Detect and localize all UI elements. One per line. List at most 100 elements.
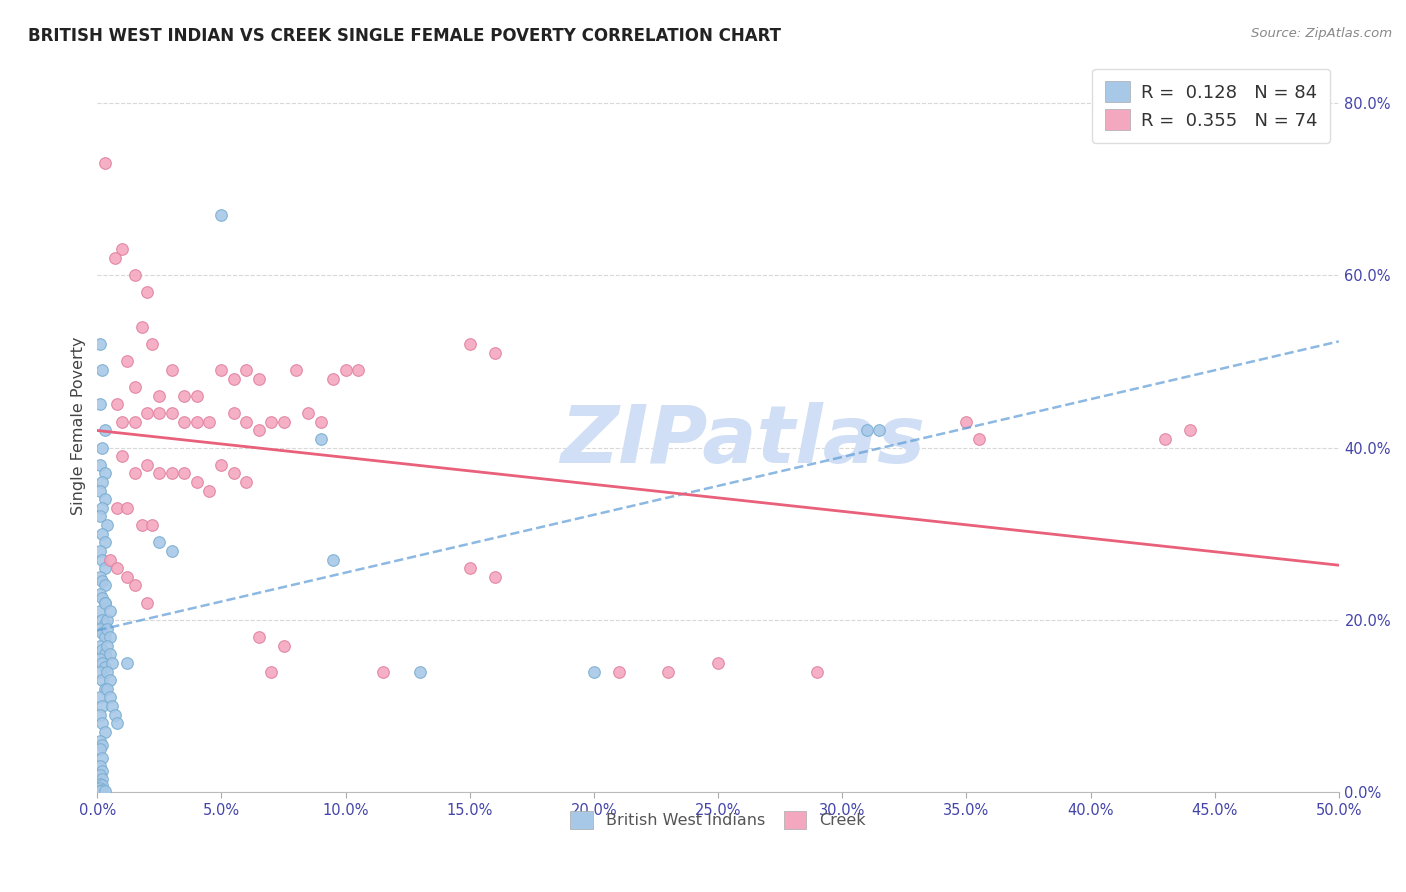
Point [148, 406, 170, 420]
Point [211, 458, 233, 472]
Point [91, 441, 114, 455]
Point [222, 371, 245, 385]
Point [124, 380, 146, 394]
Point [148, 389, 170, 403]
Point [124, 578, 146, 592]
Point [136, 406, 159, 420]
Point [582, 665, 605, 679]
Point [347, 363, 370, 377]
Point [160, 406, 183, 420]
Point [94, 423, 117, 437]
Y-axis label: Single Female Poverty: Single Female Poverty [72, 336, 86, 516]
Point [105, 500, 128, 515]
Point [91, 673, 114, 688]
Point [98, 648, 121, 662]
Point [222, 406, 245, 420]
Point [94, 596, 117, 610]
Point [148, 467, 170, 481]
Point [115, 570, 138, 584]
Point [160, 544, 183, 558]
Point [111, 449, 134, 463]
Point [94, 725, 117, 739]
Point [89, 622, 111, 636]
Point [335, 363, 357, 377]
Point [309, 415, 332, 429]
Point [89, 768, 111, 782]
Point [89, 509, 111, 524]
Point [91, 574, 114, 588]
Text: ZIPatlas: ZIPatlas [561, 401, 925, 480]
Point [186, 389, 208, 403]
Point [91, 751, 114, 765]
Point [98, 630, 121, 644]
Point [322, 371, 344, 385]
Point [96, 639, 118, 653]
Text: BRITISH WEST INDIAN VS CREEK SINGLE FEMALE POVERTY CORRELATION CHART: BRITISH WEST INDIAN VS CREEK SINGLE FEMA… [28, 27, 782, 45]
Point [89, 784, 111, 798]
Point [657, 665, 679, 679]
Point [173, 389, 195, 403]
Point [98, 673, 121, 688]
Point [91, 656, 114, 670]
Point [458, 337, 481, 351]
Point [186, 475, 208, 489]
Point [105, 716, 128, 731]
Point [91, 738, 114, 752]
Point [409, 665, 432, 679]
Point [94, 561, 117, 575]
Point [124, 415, 146, 429]
Point [124, 268, 146, 282]
Point [89, 690, 111, 705]
Point [89, 651, 111, 665]
Point [115, 656, 138, 670]
Legend: British West Indians, Creek: British West Indians, Creek [564, 805, 872, 836]
Point [94, 660, 117, 674]
Point [141, 337, 163, 351]
Point [131, 518, 153, 533]
Point [247, 630, 270, 644]
Point [131, 319, 153, 334]
Point [89, 742, 111, 756]
Point [148, 535, 170, 549]
Point [91, 764, 114, 778]
Point [806, 665, 828, 679]
Point [856, 423, 879, 437]
Point [111, 415, 134, 429]
Point [186, 415, 208, 429]
Point [173, 467, 195, 481]
Point [484, 345, 506, 359]
Point [173, 415, 195, 429]
Point [91, 779, 114, 793]
Point [89, 544, 111, 558]
Point [101, 699, 124, 714]
Point [260, 415, 283, 429]
Point [484, 570, 506, 584]
Point [94, 617, 117, 632]
Point [89, 639, 111, 653]
Point [371, 665, 394, 679]
Point [89, 397, 111, 411]
Point [136, 458, 159, 472]
Point [89, 604, 111, 618]
Point [94, 535, 117, 549]
Point [222, 467, 245, 481]
Point [91, 699, 114, 714]
Point [297, 406, 319, 420]
Point [89, 780, 111, 795]
Point [91, 552, 114, 566]
Point [94, 630, 117, 644]
Point [111, 242, 134, 256]
Point [1178, 423, 1201, 437]
Point [94, 596, 117, 610]
Point [94, 578, 117, 592]
Point [247, 371, 270, 385]
Point [104, 707, 127, 722]
Point [89, 337, 111, 351]
Point [91, 716, 114, 731]
Point [96, 622, 118, 636]
Point [607, 665, 630, 679]
Point [94, 681, 117, 696]
Point [235, 415, 257, 429]
Point [94, 492, 117, 507]
Point [89, 483, 111, 498]
